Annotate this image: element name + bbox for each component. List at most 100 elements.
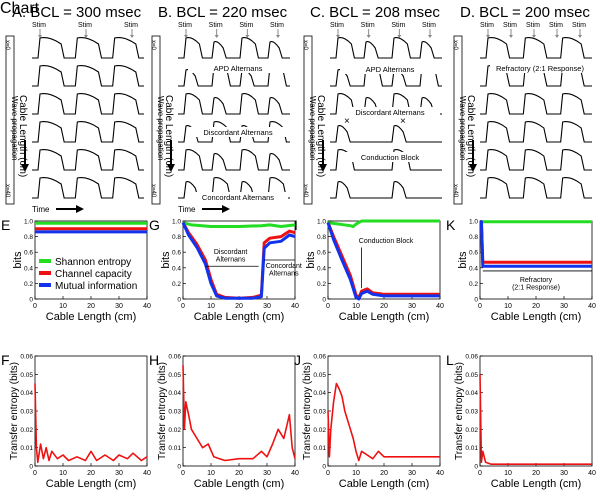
y-tick-label: 0.6 bbox=[469, 250, 478, 257]
panel-letter: E bbox=[1, 217, 10, 233]
x-tick-label: 40 bbox=[143, 470, 151, 477]
annotation-text: (2:1 Response) bbox=[512, 285, 560, 292]
propagation-box bbox=[303, 35, 313, 205]
voltage-trace bbox=[178, 37, 290, 59]
x-axis-label: Cable Length (cm) bbox=[46, 311, 137, 323]
stim-arrowhead bbox=[555, 35, 559, 38]
x-tick-label: 10 bbox=[207, 470, 215, 477]
x-tick-label: 20 bbox=[87, 470, 95, 477]
down-arrowhead bbox=[469, 164, 477, 172]
time-label: Time bbox=[32, 205, 50, 214]
voltage-trace bbox=[480, 37, 592, 59]
x-tick-label: 10 bbox=[504, 470, 512, 477]
y-tick-label: 0 bbox=[29, 297, 33, 304]
annotation-text: Alternans bbox=[216, 257, 246, 264]
y-tick-label: 0.04 bbox=[20, 390, 33, 397]
x-tick-label: 20 bbox=[380, 303, 388, 310]
y-tick-label: 0.01 bbox=[20, 445, 33, 452]
stim-arrowhead bbox=[214, 35, 219, 38]
y-tick-label: 0.8 bbox=[469, 234, 478, 241]
x-tick-label: 40 bbox=[436, 470, 444, 477]
stim-label: Stim bbox=[330, 22, 344, 29]
x-top-label: x=0 bbox=[150, 40, 156, 51]
y-tick-label: 0.03 bbox=[465, 409, 478, 416]
y-tick-label: 0.02 bbox=[168, 427, 181, 434]
y-tick-label: 0.01 bbox=[168, 445, 181, 452]
series-line-mutual-information bbox=[479, 220, 592, 268]
panel-title: B. BCL = 220 msec bbox=[158, 4, 288, 21]
x-axis-label: Cable Length (cm) bbox=[491, 478, 582, 490]
x-tick-label: 30 bbox=[115, 303, 123, 310]
x-tick-label: 20 bbox=[87, 303, 95, 310]
time-arrowhead bbox=[222, 205, 230, 213]
y-axis-label: bits bbox=[305, 251, 317, 269]
stim-arrowhead bbox=[578, 35, 582, 38]
x-bottom-label: x=40 bbox=[150, 184, 156, 198]
x-tick-label: 40 bbox=[291, 303, 299, 310]
x-axis-label: Cable Length (cm) bbox=[46, 478, 137, 490]
x-axis-label: Cable Length (cm) bbox=[194, 478, 285, 490]
annotation-text: Conduction Block bbox=[359, 238, 414, 245]
y-tick-label: 0.02 bbox=[20, 427, 33, 434]
legend-label: Channel capacity bbox=[55, 269, 132, 280]
cable-length-label: Cable Length (cm) bbox=[465, 95, 476, 177]
voltage-trace bbox=[480, 149, 592, 171]
x-top-label: x=0 bbox=[302, 40, 308, 51]
chart-G: G 0 0.2 0.4 0.6 0.8 1.0 0 10 20 30 40 Cable Length (… bbox=[149, 217, 302, 323]
x-tick-label: 20 bbox=[235, 470, 243, 477]
x-tick-label: 30 bbox=[408, 470, 416, 477]
y-tick-label: 0.2 bbox=[24, 281, 33, 288]
panel-letter: L bbox=[446, 352, 454, 368]
down-arrowhead bbox=[21, 164, 29, 172]
y-tick-label: 0.01 bbox=[465, 445, 478, 452]
down-arrowhead bbox=[319, 164, 327, 172]
stim-arrowhead bbox=[184, 35, 188, 38]
x-tick-label: 30 bbox=[408, 303, 416, 310]
x-axis-label: Cable Length (cm) bbox=[339, 311, 430, 323]
panel-letter: J bbox=[294, 352, 301, 368]
stim-arrowhead bbox=[486, 35, 490, 38]
x-tick-label: 40 bbox=[588, 303, 596, 310]
chart-L: L 0 0.01 0.02 0.03 0.04 0.05 0.06 0 10 20 30 40 Cable… bbox=[446, 352, 596, 490]
series-line-mutual-information bbox=[181, 221, 296, 300]
series-line-shannon-entropy bbox=[327, 219, 440, 228]
y-tick-label: 0.6 bbox=[24, 250, 33, 257]
stim-arrowhead bbox=[38, 35, 42, 38]
y-tick-label: 1.0 bbox=[172, 219, 181, 226]
x-tick-label: 20 bbox=[235, 303, 243, 310]
y-tick-label: 0.04 bbox=[465, 390, 478, 397]
x-tick-label: 40 bbox=[588, 470, 596, 477]
chart-E: E 0 0.2 0.4 0.6 0.8 1.0 0 10 20 30 40 Cable Length (… bbox=[1, 217, 151, 323]
voltage-trace bbox=[178, 93, 290, 115]
stim-label: Stim bbox=[78, 22, 92, 29]
x-tick-label: 0 bbox=[33, 303, 37, 310]
y-axis-label: Transfer entropy (bits) bbox=[157, 362, 168, 460]
voltage-trace bbox=[32, 65, 144, 87]
stim-label: Stim bbox=[209, 22, 223, 29]
voltage-trace bbox=[480, 121, 592, 143]
x-tick-label: 10 bbox=[504, 303, 512, 310]
x-tick-label: 20 bbox=[532, 470, 540, 477]
y-tick-label: 0.03 bbox=[313, 409, 326, 416]
propagation-label: Wave propagation bbox=[308, 96, 317, 161]
x-tick-label: 0 bbox=[181, 470, 185, 477]
stim-arrowhead bbox=[532, 35, 536, 38]
y-tick-label: 0.8 bbox=[24, 234, 33, 241]
propagation-label: Wave propagation bbox=[458, 96, 467, 161]
y-tick-label: 0.03 bbox=[20, 409, 33, 416]
x-bottom-label: x=40 bbox=[302, 184, 308, 198]
plot-frame bbox=[182, 355, 296, 467]
y-tick-label: 0.06 bbox=[20, 354, 33, 361]
y-tick-label: 0.6 bbox=[317, 250, 326, 257]
y-tick-label: 0 bbox=[322, 297, 326, 304]
annotation-text: Concordant bbox=[266, 263, 302, 270]
y-tick-label: 0.8 bbox=[172, 234, 181, 241]
y-tick-label: 0.06 bbox=[465, 354, 478, 361]
propagation-label: Wave propagation bbox=[10, 96, 19, 161]
stim-label: Stim bbox=[124, 22, 138, 29]
voltage-trace bbox=[330, 181, 442, 199]
y-tick-label: 0.4 bbox=[24, 265, 33, 272]
